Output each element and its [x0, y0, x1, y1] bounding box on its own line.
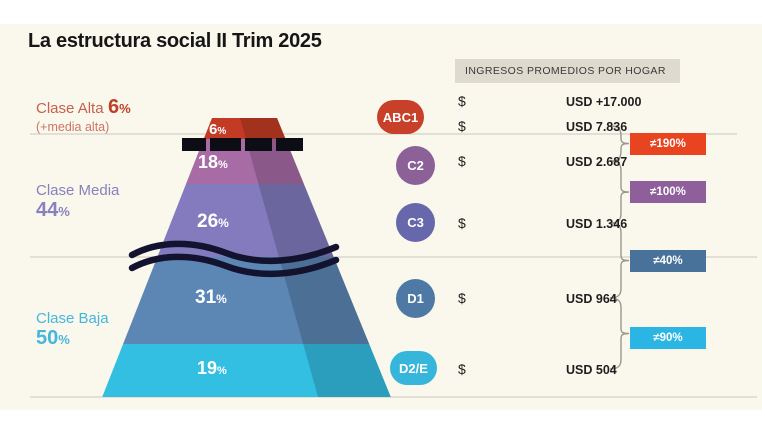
clase-alta-suffix: %: [119, 101, 131, 116]
class-badge-c2: C2: [396, 146, 435, 185]
break-waves: [128, 240, 340, 278]
currency-icon: $: [458, 290, 466, 306]
group-label-clase-media: Clase Media 44%: [36, 182, 119, 222]
gap-badge-abc1-c2: ≠190%: [630, 133, 706, 155]
clase-media-value: 44: [36, 199, 59, 221]
currency-icon: $: [458, 153, 466, 169]
pyramid-segment-d1: [123, 257, 370, 344]
income-value-d1: USD 964: [566, 292, 617, 306]
class-badge-abc1: ABC1: [377, 100, 424, 134]
gap-badge-d1-d2e: ≠90%: [630, 327, 706, 349]
income-header: INGRESOS PROMEDIOS POR HOGAR: [455, 59, 680, 83]
class-badge-d2e: D2/E: [390, 351, 437, 385]
income-value-c3: USD 1.346: [566, 217, 628, 231]
class-badge-d1: D1: [396, 279, 435, 318]
clase-alta-subtitle: (+media alta): [36, 120, 110, 134]
clase-alta-name: Clase Alta: [36, 100, 104, 117]
pyramid-label-d1: 31%: [195, 287, 227, 308]
pyramid-segment-c3: [157, 184, 334, 257]
currency-icon: $: [458, 361, 466, 377]
income-value-c2: USD 2.687: [566, 155, 628, 169]
currency-icon: $: [458, 118, 466, 134]
gap-braces: [609, 125, 630, 370]
clase-baja-value: 50: [36, 327, 59, 349]
pyramid-segment-abc1: [203, 118, 286, 139]
top-divider-belt: [182, 138, 303, 151]
currency-icon: $: [458, 93, 466, 109]
pyramid-label-c2: 18%: [198, 152, 228, 172]
page-title: La estructura social II Trim 2025: [28, 30, 322, 52]
pyramid-segment-d2e: [102, 344, 391, 397]
pyramid-label-d2e: 19%: [197, 358, 227, 378]
income-value-abc1: USD 7.836: [566, 120, 628, 134]
gap-badge-c2-c3: ≠100%: [630, 181, 706, 203]
group-label-clase-baja: Clase Baja 50%: [36, 310, 109, 350]
clase-alta-value: 6: [108, 96, 120, 118]
clase-media-suffix: %: [58, 204, 70, 219]
clase-baja-suffix: %: [58, 332, 70, 347]
clase-media-name: Clase Media: [36, 182, 120, 199]
gap-badge-c3-d1: ≠40%: [630, 250, 706, 272]
pyramid-label-c3: 26%: [197, 211, 229, 232]
pyramid-label-abc1: 6%: [209, 121, 227, 138]
currency-icon: $: [458, 215, 466, 231]
class-badge-c3: C3: [396, 203, 435, 242]
group-label-clase-alta: Clase Alta 6% (+media alta): [36, 96, 131, 134]
income-value-abc1-high: USD +17.000: [566, 95, 642, 109]
clase-baja-name: Clase Baja: [36, 310, 109, 327]
income-value-d2e: USD 504: [566, 363, 617, 377]
